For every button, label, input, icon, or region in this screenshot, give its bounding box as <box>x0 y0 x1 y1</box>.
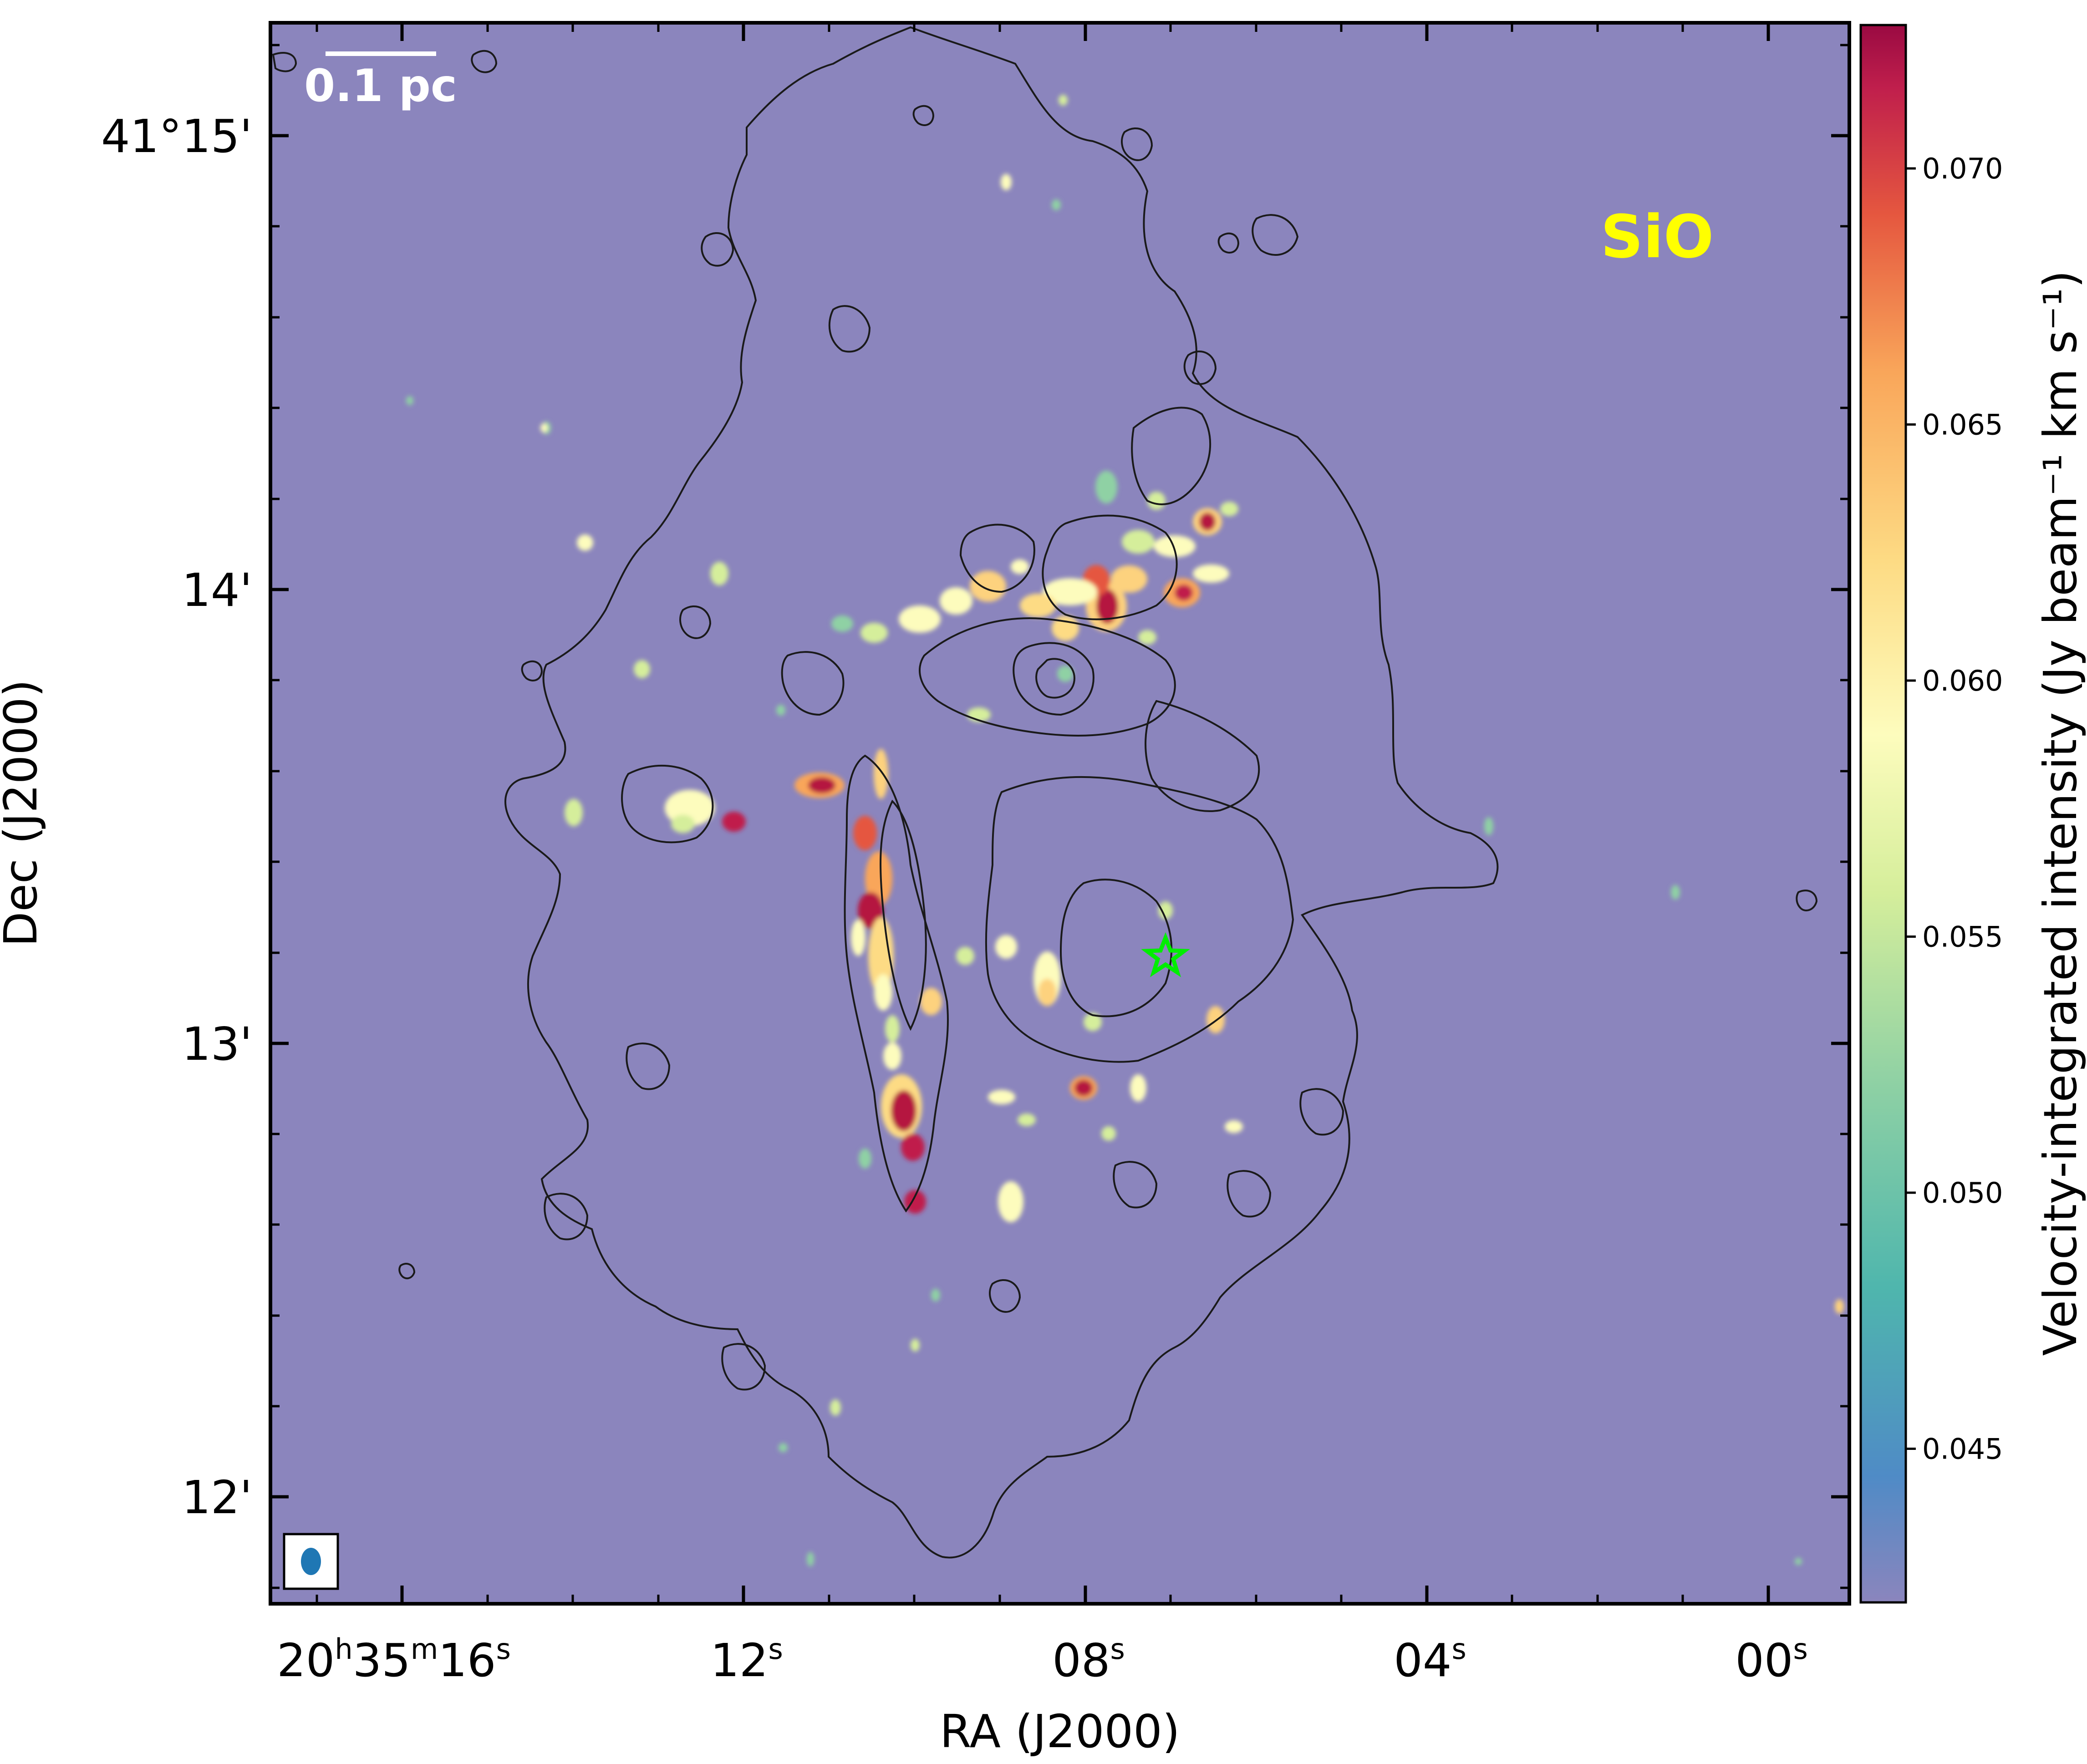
colorbar-tick-label: 0.045 <box>1922 1433 2003 1466</box>
beam-indicator <box>283 1533 339 1590</box>
y-minor-ticks <box>270 44 1849 1589</box>
map-background <box>270 23 1849 1604</box>
x-tick-labels: 20h35m16s 12s 08s 04s 00s <box>277 1632 1808 1687</box>
y-tick-labels: 41°15' 14' 13' 12' <box>101 110 252 1524</box>
star-marker-icon <box>1141 932 1190 977</box>
colorbar-tick-label: 0.050 <box>1922 1176 2003 1210</box>
colorbar-title: Velocity-integrated intensity (Jy beam⁻¹… <box>2034 270 2087 1356</box>
contour-lines <box>272 26 1818 1559</box>
x-tick-label: 08s <box>1052 1632 1125 1687</box>
colorbar-ticks: 0.070 0.065 0.060 0.055 0.050 0.045 <box>1906 152 2003 1466</box>
x-tick-label: 12s <box>710 1632 783 1687</box>
y-tick-label: 14' <box>182 564 252 617</box>
beam-ellipse-icon <box>301 1548 321 1575</box>
x-axis-title: RA (J2000) <box>940 1705 1180 1758</box>
x-tick-label: 04s <box>1394 1632 1466 1687</box>
y-axis-title: Dec (J2000) <box>0 679 47 946</box>
y-tick-label: 41°15' <box>101 110 252 163</box>
species-label: SiO <box>1601 202 1714 271</box>
outer-contour <box>504 26 1499 1559</box>
y-tick-label: 12' <box>182 1471 252 1524</box>
x-minor-ticks <box>316 23 1684 1604</box>
map-frame <box>269 21 1851 1606</box>
colorbar-tick-label: 0.055 <box>1922 920 2003 954</box>
colorbar-tick-label: 0.060 <box>1922 664 2003 697</box>
x-tick-label: 00s <box>1735 1632 1808 1687</box>
colorbar-gradient <box>1859 24 1907 1604</box>
y-major-ticks <box>270 134 1849 1499</box>
scale-bar: 0.1 pc <box>304 51 457 112</box>
y-tick-label: 13' <box>182 1017 252 1071</box>
colorbar-tick-label: 0.065 <box>1922 408 2003 442</box>
scale-bar-label: 0.1 pc <box>304 60 457 112</box>
x-tick-label: 20h35m16s <box>277 1632 511 1687</box>
colorbar-tick-label: 0.070 <box>1922 152 2003 185</box>
x-major-ticks <box>400 23 1770 1604</box>
colorbar: 0.070 0.065 0.060 0.055 0.050 0.045 Velocity-… <box>1859 24 2087 1604</box>
map-panel: 0.1 pc SiO <box>0 21 1851 1758</box>
